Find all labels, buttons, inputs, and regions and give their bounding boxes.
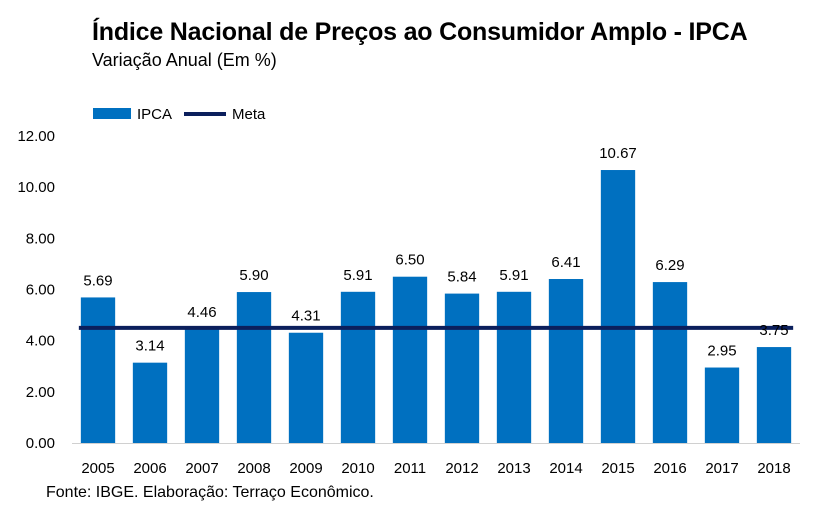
legend-label-meta: Meta xyxy=(232,106,266,123)
x-tick-label: 2009 xyxy=(289,460,322,477)
x-tick-label: 2011 xyxy=(394,460,426,477)
bar-2015 xyxy=(600,170,636,444)
y-axis: 0.00 2.00 4.00 6.00 8.00 10.00 12.00 xyxy=(17,128,55,452)
chart-subtitle: Variação Anual (Em %) xyxy=(92,50,277,70)
bar-2010 xyxy=(340,291,376,443)
data-label-2014: 6.41 xyxy=(551,254,580,271)
x-tick-label: 2017 xyxy=(705,460,738,477)
x-tick-label: 2013 xyxy=(497,460,530,477)
data-label-2006: 3.14 xyxy=(135,338,164,355)
data-label-2016: 6.29 xyxy=(655,257,684,274)
x-tick-label: 2007 xyxy=(185,460,218,477)
bar-2016 xyxy=(652,282,688,443)
data-label-2007: 4.46 xyxy=(187,304,216,321)
data-labels: 5.69 3.14 4.46 5.90 4.31 5.91 6.50 5.84 5.91 6.41… xyxy=(83,145,788,360)
bar-2011 xyxy=(392,276,428,443)
data-label-2018: 3.75 xyxy=(759,322,788,339)
legend-swatch-ipca xyxy=(93,108,131,119)
x-tick-label: 2005 xyxy=(81,460,114,477)
data-label-2017: 2.95 xyxy=(707,343,736,360)
y-tick-label: 0.00 xyxy=(26,435,55,452)
y-tick-label: 6.00 xyxy=(26,282,55,299)
x-tick-label: 2016 xyxy=(653,460,686,477)
y-tick-label: 2.00 xyxy=(26,384,55,401)
x-tick-label: 2018 xyxy=(757,460,790,477)
data-label-2010: 5.91 xyxy=(343,267,372,284)
x-tick-label: 2006 xyxy=(133,460,166,477)
y-tick-label: 10.00 xyxy=(17,179,55,196)
bar-2013 xyxy=(496,291,532,443)
x-tick-label: 2015 xyxy=(601,460,634,477)
y-tick-label: 12.00 xyxy=(17,128,55,145)
data-label-2015: 10.67 xyxy=(599,145,637,162)
bar-series xyxy=(80,170,792,444)
x-tick-label: 2012 xyxy=(445,460,478,477)
bar-2012 xyxy=(444,293,480,443)
bar-2009 xyxy=(288,332,324,443)
bar-2008 xyxy=(236,292,272,443)
data-label-2013: 5.91 xyxy=(499,267,528,284)
data-label-2005: 5.69 xyxy=(83,272,112,289)
bar-2018 xyxy=(756,347,792,443)
bar-2007 xyxy=(184,328,220,443)
legend-label-ipca: IPCA xyxy=(137,106,172,123)
data-label-2012: 5.84 xyxy=(447,269,476,286)
data-label-2011: 6.50 xyxy=(395,252,424,269)
bar-2005 xyxy=(80,297,116,443)
y-tick-label: 4.00 xyxy=(26,333,55,350)
data-label-2008: 5.90 xyxy=(239,267,268,284)
source-note: Fonte: IBGE. Elaboração: Terraço Econômi… xyxy=(46,484,374,501)
x-tick-label: 2010 xyxy=(341,460,374,477)
x-tick-label: 2008 xyxy=(237,460,270,477)
legend: IPCA Meta xyxy=(93,106,266,123)
data-label-2009: 4.31 xyxy=(291,308,320,325)
bar-2014 xyxy=(548,279,584,443)
bar-2006 xyxy=(132,362,168,443)
chart-title: Índice Nacional de Preços ao Consumidor … xyxy=(92,18,748,46)
y-tick-label: 8.00 xyxy=(26,230,55,247)
x-axis: 2005 2006 2007 2008 2009 2010 2011 2012 2013 2014… xyxy=(72,443,800,477)
x-tick-label: 2014 xyxy=(549,460,582,477)
bar-2017 xyxy=(704,367,740,443)
